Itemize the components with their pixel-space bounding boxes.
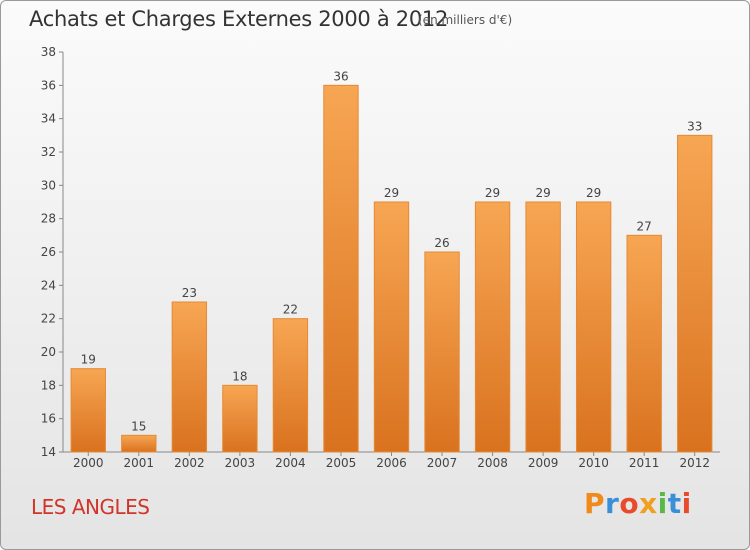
y-tick-label: 38	[41, 45, 56, 59]
y-tick-label: 28	[41, 212, 56, 226]
bar-2002[interactable]	[171, 301, 208, 453]
bar-value-label: 19	[81, 353, 96, 367]
x-tick-label: 2001	[124, 456, 155, 470]
x-tick-label: 2004	[275, 456, 306, 470]
bar-2000[interactable]	[70, 368, 106, 453]
y-tick-label: 26	[41, 245, 56, 259]
bar-2012[interactable]	[677, 134, 713, 453]
bar-2007[interactable]	[424, 251, 460, 453]
bar-2003[interactable]	[222, 384, 258, 453]
bar-value-label: 29	[586, 186, 601, 200]
y-tick-label: 32	[41, 145, 56, 159]
logo-letter: x	[639, 487, 658, 520]
bar-value-label: 29	[535, 186, 550, 200]
bar-2004[interactable]	[272, 318, 309, 453]
y-tick-label: 24	[41, 278, 56, 292]
y-tick-label: 22	[41, 312, 56, 326]
x-tick-label: 2006	[376, 456, 407, 470]
y-tick-label: 16	[41, 412, 56, 426]
bar-value-label: 26	[434, 236, 449, 250]
bar-value-label: 23	[182, 286, 197, 300]
x-tick-label: 2012	[679, 456, 710, 470]
x-tick-label: 2003	[225, 456, 256, 470]
proxiti-logo[interactable]: Proxiti	[584, 487, 692, 520]
y-tick-label: 36	[41, 78, 56, 92]
y-tick-label: 30	[41, 178, 56, 192]
bar-value-label: 18	[232, 369, 247, 383]
bar-2009[interactable]	[525, 201, 561, 453]
y-tick-label: 18	[41, 378, 56, 392]
location-label: LES ANGLES	[31, 495, 150, 519]
x-tick-label: 2002	[174, 456, 205, 470]
bar-value-label: 29	[384, 186, 399, 200]
x-tick-label: 2007	[427, 456, 458, 470]
logo-letter: i	[681, 487, 692, 520]
y-tick-label: 14	[41, 445, 56, 459]
bar-2005[interactable]	[323, 84, 359, 453]
bar-2008[interactable]	[474, 201, 511, 453]
bar-2010[interactable]	[575, 201, 612, 453]
bar-value-label: 15	[131, 419, 146, 433]
x-tick-label: 2010	[578, 456, 609, 470]
x-tick-label: 2008	[477, 456, 508, 470]
x-tick-label: 2009	[528, 456, 559, 470]
bar-value-label: 36	[333, 69, 348, 83]
logo-letter: t	[667, 487, 682, 520]
logo-letter: i	[657, 487, 668, 520]
logo-letter: P	[584, 487, 606, 520]
logo-letter: r	[605, 487, 620, 520]
bar-2011[interactable]	[626, 234, 662, 453]
bar-2001[interactable]	[121, 434, 157, 453]
bar-value-label: 33	[687, 119, 702, 133]
x-tick-label: 2005	[326, 456, 357, 470]
x-tick-label: 2011	[629, 456, 660, 470]
x-tick-label: 2000	[73, 456, 104, 470]
bar-value-label: 27	[637, 219, 652, 233]
logo-letter: o	[619, 487, 640, 520]
bar-value-label: 29	[485, 186, 500, 200]
chart-unit-note: (en milliers d'€)	[418, 13, 513, 27]
bar-2006[interactable]	[373, 201, 410, 453]
y-tick-label: 34	[41, 112, 56, 126]
chart-title: Achats et Charges Externes 2000 à 2012	[29, 7, 449, 31]
y-tick-label: 20	[41, 345, 56, 359]
bar-value-label: 22	[283, 303, 298, 317]
